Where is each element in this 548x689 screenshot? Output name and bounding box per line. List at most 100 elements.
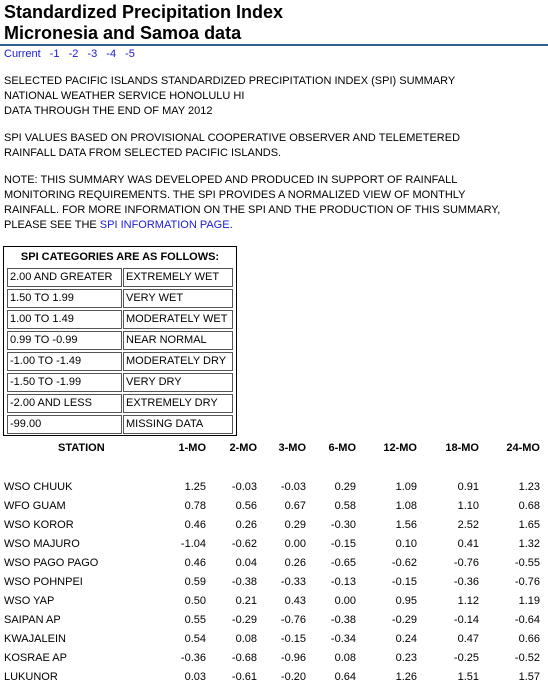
spi-value: 0.59 — [184, 576, 206, 588]
spi-value: 0.04 — [235, 557, 257, 569]
category-label: MODERATELY DRY — [123, 352, 233, 371]
category-range: 2.00 AND GREATER — [7, 268, 122, 287]
spi-value: -0.15 — [391, 576, 417, 588]
category-range: -99.00 — [7, 415, 122, 434]
spi-value: -0.15 — [330, 538, 356, 550]
spi-value: 1.32 — [518, 538, 540, 550]
spi-value: 1.12 — [457, 595, 479, 607]
category-range: 0.99 TO -0.99 — [7, 331, 122, 350]
spi-value: 1.10 — [457, 500, 479, 512]
spi-value: -0.36 — [453, 576, 479, 588]
station-name: LUKUNOR — [4, 671, 58, 683]
station-name: KWAJALEIN — [4, 633, 66, 645]
spi-value: 0.68 — [518, 500, 540, 512]
category-label: NEAR NORMAL — [123, 331, 233, 350]
spi-value: -0.29 — [231, 614, 257, 626]
spi-value: -0.76 — [280, 614, 306, 626]
station-name: WSO KOROR — [4, 519, 74, 531]
spi-value: 0.46 — [184, 519, 206, 531]
data-basis-text: SPI VALUES BASED ON PROVISIONAL COOPERAT… — [4, 131, 544, 161]
spi-value: -0.38 — [330, 614, 356, 626]
spi-value: 0.47 — [457, 633, 479, 645]
column-header: 24-MO — [506, 442, 540, 454]
column-header: 18-MO — [445, 442, 479, 454]
spi-value: -0.55 — [514, 557, 540, 569]
category-label: VERY DRY — [123, 373, 233, 392]
spi-value: 0.26 — [284, 557, 306, 569]
nav-link-minus-5[interactable]: -5 — [125, 48, 135, 60]
spi-value: 2.52 — [457, 519, 479, 531]
spi-value: -0.36 — [180, 652, 206, 664]
spi-value: -0.29 — [391, 614, 417, 626]
station-name: WSO POHNPEI — [4, 576, 83, 588]
page-title-line1: Standardized Precipitation Index — [4, 2, 284, 22]
category-range: -1.00 TO -1.49 — [7, 352, 122, 371]
spi-value: 0.54 — [184, 633, 206, 645]
spi-value: 0.26 — [235, 519, 257, 531]
spi-value: -0.64 — [514, 614, 540, 626]
note-line: NOTE: THIS SUMMARY WAS DEVELOPED AND PRO… — [4, 174, 458, 186]
spi-value: 0.29 — [284, 519, 306, 531]
column-header: 1-MO — [178, 442, 207, 454]
category-label: VERY WET — [123, 289, 233, 308]
spi-value: 0.78 — [184, 500, 206, 512]
spi-value: 0.50 — [184, 595, 206, 607]
spi-value: 0.67 — [284, 500, 306, 512]
station-name: WFO GUAM — [4, 500, 66, 512]
nav-link-minus-2[interactable]: -2 — [68, 48, 79, 60]
note-prefix: PLEASE SEE THE — [4, 219, 100, 231]
spi-info-link[interactable]: SPI INFORMATION PAGE — [99, 219, 230, 231]
spi-value: 0.08 — [235, 633, 257, 645]
spi-value: -0.76 — [453, 557, 479, 569]
spi-value: 1.51 — [457, 671, 479, 683]
nav-link-minus-4[interactable]: -4 — [106, 48, 117, 60]
spi-value: 0.23 — [395, 652, 417, 664]
spi-value: -0.13 — [330, 576, 356, 588]
spi-value: 0.66 — [518, 633, 540, 645]
station-name: WSO PAGO PAGO — [4, 557, 99, 569]
spi-value: -0.96 — [280, 652, 306, 664]
spi-value: -0.30 — [330, 519, 356, 531]
period-nav: Current -1 -2 -3 -4 -5 — [4, 47, 141, 61]
nav-link-minus-3[interactable]: -3 — [87, 48, 98, 60]
category-range: -2.00 AND LESS — [7, 394, 122, 413]
spi-value: -0.62 — [391, 557, 417, 569]
category-range: 1.50 TO 1.99 — [7, 289, 122, 308]
spi-value: 1.08 — [395, 500, 417, 512]
spi-value: 1.19 — [518, 595, 540, 607]
summary-header-text: SELECTED PACIFIC ISLANDS STANDARDIZED PR… — [4, 74, 544, 119]
spi-value: 0.00 — [284, 538, 306, 550]
basis-line: RAINFALL DATA FROM SELECTED PACIFIC ISLA… — [4, 147, 282, 159]
spi-value: 0.64 — [334, 671, 356, 683]
summary-line: SELECTED PACIFIC ISLANDS STANDARDIZED PR… — [4, 75, 456, 87]
spi-value: -0.52 — [514, 652, 540, 664]
nav-link-minus-1[interactable]: -1 — [49, 48, 60, 60]
spi-value: 1.09 — [395, 481, 417, 493]
basis-line: SPI VALUES BASED ON PROVISIONAL COOPERAT… — [4, 132, 461, 144]
column-header: 12-MO — [383, 442, 417, 454]
spi-value: -0.33 — [280, 576, 306, 588]
spi-value: 0.56 — [235, 500, 257, 512]
spi-value: 0.08 — [334, 652, 356, 664]
spi-value: -0.76 — [514, 576, 540, 588]
spi-value: -0.61 — [231, 671, 257, 683]
spi-categories-table: SPI CATEGORIES ARE AS FOLLOWS: 2.00 AND … — [3, 246, 237, 436]
station-name: SAIPAN AP — [4, 614, 61, 626]
spi-value: -0.20 — [280, 671, 306, 683]
spi-value: 0.43 — [284, 595, 306, 607]
category-label: EXTREMELY WET — [123, 268, 233, 287]
summary-line: NATIONAL WEATHER SERVICE HONOLULU HI — [4, 90, 245, 102]
spi-value: 0.03 — [184, 671, 206, 683]
spi-value: -0.03 — [231, 481, 257, 493]
spi-value: 0.58 — [334, 500, 356, 512]
spi-value: -0.34 — [330, 633, 356, 645]
category-range: 1.00 TO 1.49 — [7, 310, 122, 329]
category-label: EXTREMELY DRY — [123, 394, 233, 413]
station-name: WSO CHUUK — [4, 481, 73, 493]
spi-value: 0.95 — [395, 595, 417, 607]
spi-value: 0.21 — [235, 595, 257, 607]
category-label: MISSING DATA — [123, 415, 233, 434]
spi-value: 0.00 — [334, 595, 356, 607]
nav-link-current[interactable]: Current — [4, 48, 41, 60]
column-header: 6-MO — [328, 442, 357, 454]
